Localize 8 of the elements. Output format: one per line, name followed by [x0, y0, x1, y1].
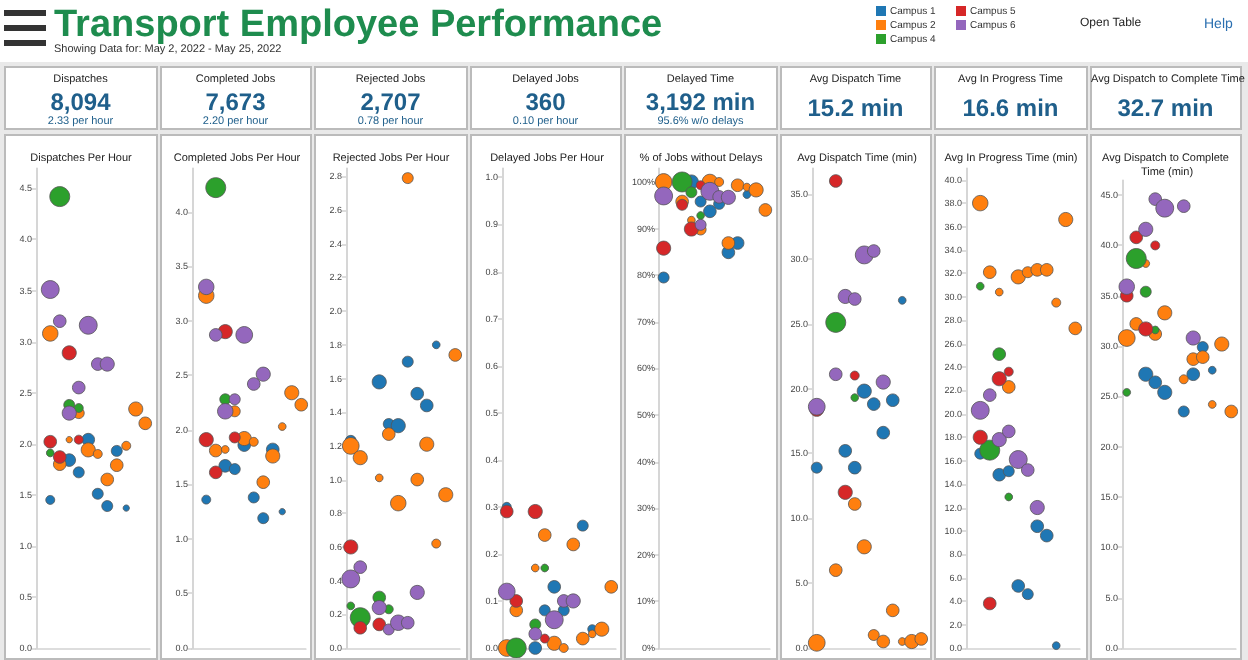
text: 2,707	[358, 88, 423, 116]
text: 3,192 min	[643, 88, 758, 116]
text: 7,673	[203, 88, 268, 116]
text: 16.6 min	[960, 94, 1061, 122]
text: 15.2 min	[805, 94, 906, 122]
text: 360	[523, 88, 568, 116]
text: 8,094	[48, 88, 113, 116]
text: 32.7 min	[1115, 94, 1216, 122]
